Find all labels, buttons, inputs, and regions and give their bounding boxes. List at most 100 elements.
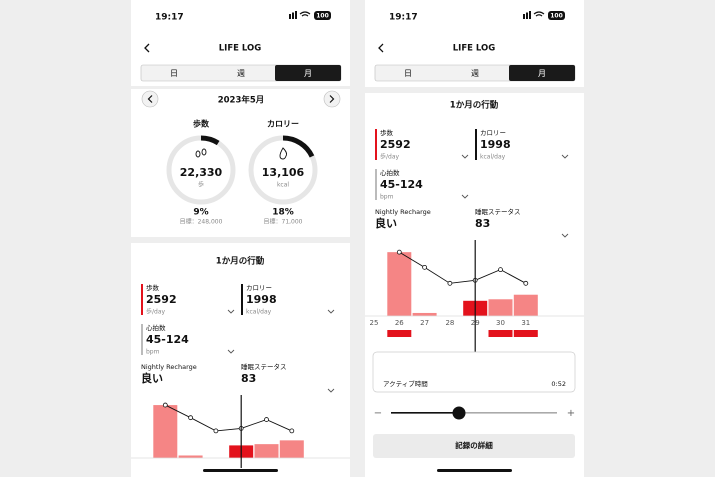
active-time-value: 0:52 bbox=[551, 380, 566, 388]
metric-value: 45-124 bbox=[146, 333, 189, 346]
ring-percent: 9% bbox=[193, 208, 208, 218]
metric-label: 歩数 bbox=[380, 128, 394, 137]
home-indicator bbox=[437, 469, 512, 472]
tab[interactable]: 週 bbox=[237, 69, 245, 78]
slider-knob[interactable] bbox=[452, 406, 466, 420]
ring-title: カロリー bbox=[267, 120, 299, 129]
metric-unit: bpm bbox=[146, 349, 160, 356]
metric-label: 心拍数 bbox=[146, 323, 166, 332]
tab[interactable]: 日 bbox=[170, 69, 178, 78]
calorie-point bbox=[396, 249, 402, 255]
x-tick-label: 25 bbox=[370, 319, 379, 327]
tab[interactable]: 日 bbox=[404, 69, 412, 78]
ring-value: 13,106 bbox=[262, 166, 305, 179]
metric-accent bbox=[141, 284, 143, 315]
tab[interactable]: 週 bbox=[471, 69, 479, 78]
ring-progress bbox=[248, 135, 318, 205]
expand-chevron[interactable] bbox=[461, 194, 469, 199]
activity-chart: 25 26 27 28 29 30 31 bbox=[365, 240, 584, 370]
expand-chevron[interactable] bbox=[561, 154, 569, 159]
slider-track bbox=[391, 412, 557, 414]
slider-fill bbox=[391, 412, 459, 414]
ring-title: 歩数 bbox=[193, 119, 210, 129]
goal-marker bbox=[513, 330, 538, 337]
calorie-point bbox=[162, 402, 168, 408]
metric-accent bbox=[475, 129, 477, 160]
metric-value: 83 bbox=[475, 217, 490, 230]
battery-level: 100 bbox=[550, 12, 563, 19]
details-button-label: 記録の詳細 bbox=[455, 440, 493, 450]
goal-marker bbox=[387, 330, 412, 337]
step-bar bbox=[387, 252, 412, 316]
header-title: LIFE LOG bbox=[453, 44, 495, 54]
details-button[interactable] bbox=[373, 434, 575, 458]
ring-percent: 18% bbox=[272, 208, 294, 218]
step-bar bbox=[178, 455, 203, 458]
prev-icon bbox=[147, 95, 153, 103]
metric-label: 睡眠ステータス bbox=[241, 362, 287, 371]
metric-accent bbox=[375, 169, 377, 200]
expand-chevron[interactable] bbox=[461, 154, 469, 159]
metric-label: 歩数 bbox=[146, 283, 160, 292]
metric-unit: bpm bbox=[380, 194, 394, 201]
metric-label: カロリー bbox=[480, 129, 506, 137]
section-title: 1か月の行動 bbox=[450, 100, 499, 111]
metric-value: 45-124 bbox=[380, 178, 423, 191]
battery-level: 100 bbox=[316, 12, 329, 19]
metric-value: 良い bbox=[141, 371, 163, 385]
back-button[interactable] bbox=[378, 43, 384, 53]
expand-chevron[interactable] bbox=[327, 388, 335, 393]
x-tick-label: 28 bbox=[445, 319, 454, 327]
rings bbox=[166, 135, 318, 205]
metric-label: Nightly Recharge bbox=[141, 363, 197, 371]
calorie-point bbox=[447, 280, 453, 286]
divider bbox=[131, 86, 350, 89]
metric-unit: kcal/day bbox=[480, 154, 506, 161]
back-button[interactable] bbox=[144, 43, 150, 53]
expand-chevron[interactable] bbox=[227, 349, 235, 354]
footprint-icon bbox=[195, 148, 207, 158]
tab-selected bbox=[509, 65, 575, 81]
calorie-point bbox=[264, 417, 269, 422]
flame-icon bbox=[279, 147, 288, 160]
step-bar bbox=[488, 299, 513, 316]
step-bar bbox=[279, 440, 304, 458]
metric-unit: kcal/day bbox=[246, 309, 272, 316]
expand-chevron[interactable] bbox=[227, 309, 235, 314]
metric-value: 1998 bbox=[246, 293, 277, 306]
section-title: 1か月の行動 bbox=[216, 256, 265, 267]
status-icons bbox=[523, 11, 565, 20]
slider-plus[interactable]: + bbox=[567, 408, 575, 419]
next-month-button[interactable] bbox=[323, 90, 341, 108]
metric-label: カロリー bbox=[246, 284, 272, 292]
month-label: 2023年5月 bbox=[218, 95, 265, 106]
step-bar bbox=[412, 312, 437, 316]
calorie-point bbox=[523, 280, 529, 286]
active-time-label: アクティブ時間 bbox=[383, 379, 428, 388]
metric-value: 1998 bbox=[480, 138, 511, 151]
metric-value: 83 bbox=[241, 372, 256, 385]
tab[interactable]: 月 bbox=[538, 69, 546, 78]
slider-minus[interactable]: − bbox=[374, 408, 382, 419]
next-icon bbox=[329, 95, 335, 103]
prev-month-button[interactable] bbox=[141, 90, 159, 108]
divider bbox=[365, 87, 584, 93]
tab[interactable]: 月 bbox=[304, 69, 312, 78]
metric-unit: 歩/day bbox=[380, 153, 400, 161]
ring-goal: 目標：71,000 bbox=[264, 218, 303, 226]
expand-chevron[interactable] bbox=[561, 233, 569, 238]
x-tick-label: 26 bbox=[395, 319, 404, 327]
home-indicator bbox=[203, 469, 278, 472]
calorie-line bbox=[165, 404, 292, 432]
header-title: LIFE LOG bbox=[219, 44, 261, 54]
expand-chevron[interactable] bbox=[327, 309, 335, 314]
metric-accent bbox=[241, 284, 243, 315]
step-bar bbox=[254, 444, 279, 458]
metric-value: 良い bbox=[375, 216, 397, 230]
ring-progress bbox=[166, 135, 236, 205]
phone-screen: 19:17 100 LIFE LOG 日 週 月 2023年5月 歩数 カロリー… bbox=[131, 0, 350, 477]
status-time: 19:17 bbox=[155, 13, 184, 23]
